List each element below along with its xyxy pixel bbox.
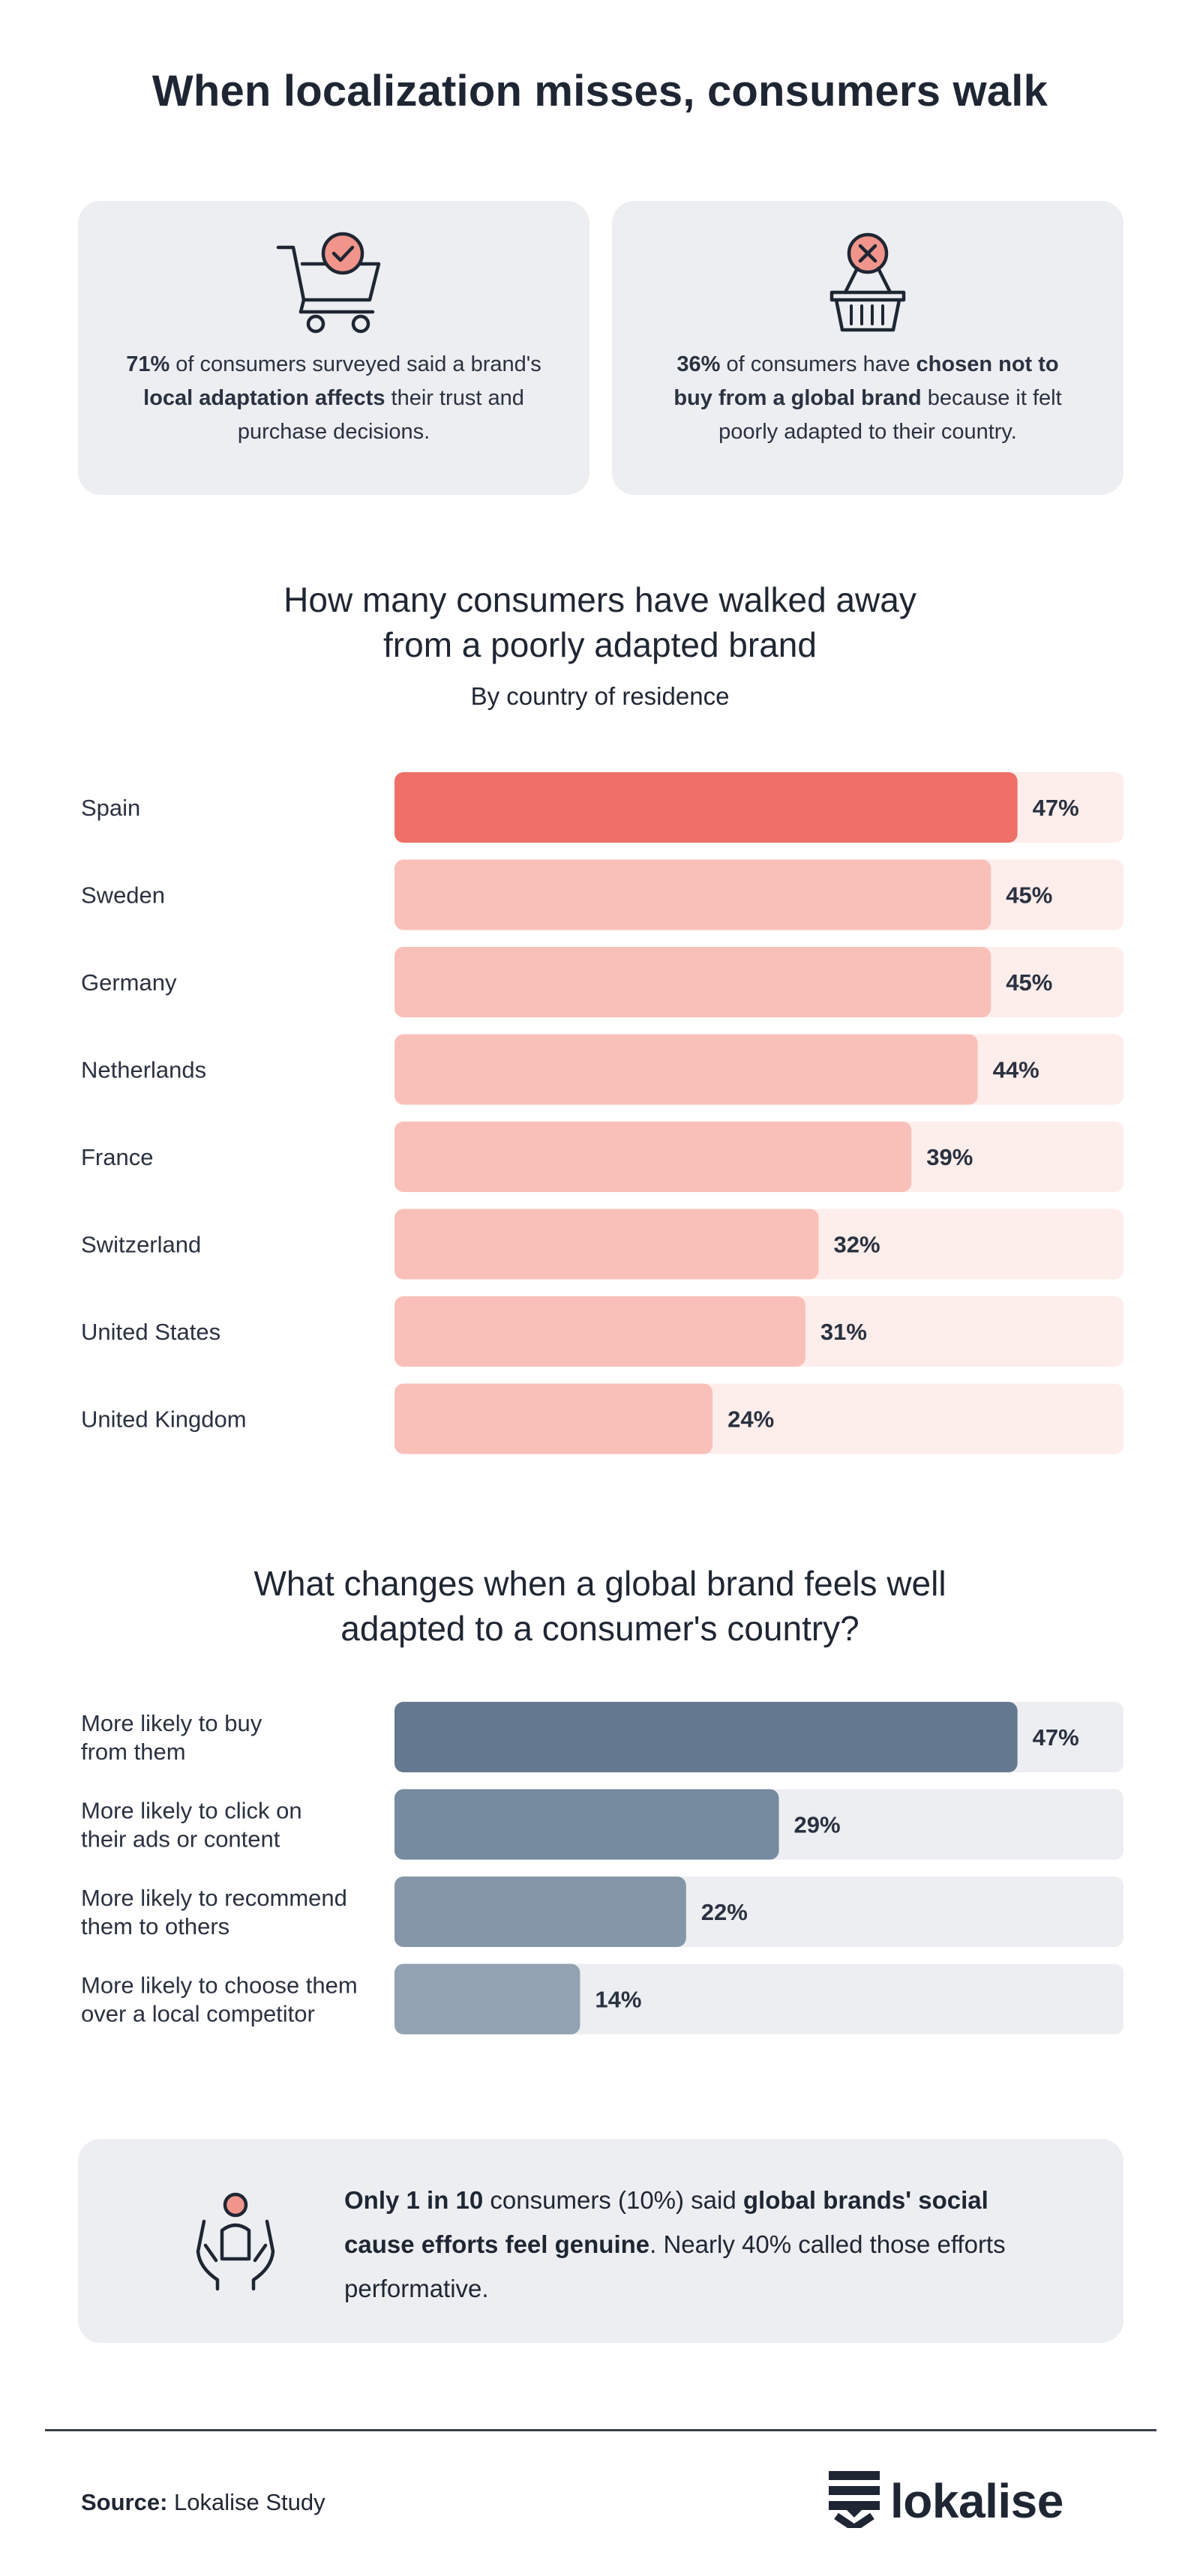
category-label: Germany	[81, 969, 177, 996]
source-label: Source:	[81, 2489, 168, 2515]
chart-2-title: What changes when a global brand feels w…	[0, 1561, 1200, 1651]
bar	[394, 1877, 686, 1947]
bar	[394, 772, 1018, 843]
chart-1-subtitle: By country of residence	[470, 682, 730, 710]
stat-card-1-text: 71% of consumers surveyed said a brand's…	[123, 348, 544, 449]
bar	[394, 1789, 779, 1860]
value-label: 32%	[834, 1232, 880, 1258]
bar	[394, 1034, 978, 1105]
chart-1-title: How many consumers have walked away from…	[0, 577, 1200, 667]
category-label: More likely to buy	[81, 1710, 262, 1736]
bar	[394, 1122, 912, 1192]
category-label: them to others	[81, 1913, 230, 1939]
callout-mid: consumers (10%) said	[483, 2186, 743, 2214]
bar	[394, 947, 992, 1017]
category-label: United Kingdom	[81, 1406, 247, 1433]
category-label: Netherlands	[81, 1057, 206, 1083]
bar	[394, 1702, 1018, 1772]
bar	[394, 1963, 580, 2035]
category-label: from them	[81, 1739, 186, 1765]
value-label: 47%	[1033, 795, 1079, 821]
bar	[394, 1296, 806, 1367]
chart-1-title-line-1: How many consumers have walked away	[284, 580, 916, 619]
chart-2-title-line-1: What changes when a global brand feels w…	[254, 1564, 946, 1603]
category-label: over a local competitor	[81, 2001, 315, 2027]
stat-card-1-bold-1: 71%	[126, 352, 170, 376]
stat-card-2-text: 36% of consumers have chosen not to buy …	[657, 348, 1078, 449]
chart-2-title-line-2: adapted to a consumer's country?	[340, 1609, 860, 1648]
category-label: Spain	[81, 795, 140, 821]
stat-card-1-bold-2: local adaptation affects	[143, 386, 386, 410]
lokalise-logo-icon	[829, 2470, 880, 2533]
country-bar-chart: Spain 47% Sweden 45% Germany 45% Netherlands 44…	[81, 772, 1124, 1454]
social-cause-callout: Only 1 in 10 consumers (10%) said global…	[78, 2139, 1124, 2343]
value-label: 14%	[595, 1987, 641, 2013]
basket-x-icon	[823, 231, 913, 340]
lokalise-logo-text: lokalise	[890, 2474, 1064, 2528]
callout-bold-2: global brands' social cause efforts feel…	[344, 2186, 988, 2258]
value-label: 39%	[926, 1144, 973, 1170]
stat-card-2-bold-2: chosen not to buy from a global brand	[674, 352, 1059, 410]
stat-card-1: 71% of consumers surveyed said a brand's…	[78, 201, 590, 495]
callout-post: . Nearly 40% called those efforts perfor…	[344, 2230, 1006, 2302]
value-label: 31%	[820, 1319, 867, 1345]
stat-card-2: 36% of consumers have chosen not to buy …	[612, 201, 1124, 495]
adaptation-effects-bar-chart: More likely to buy from them 47% More likel…	[81, 1702, 1124, 2035]
category-label: More likely to recommend	[81, 1885, 347, 1911]
value-label: 24%	[728, 1406, 774, 1433]
category-label: Switzerland	[81, 1232, 201, 1258]
category-label: France	[81, 1144, 153, 1170]
person-hands-icon	[183, 2187, 288, 2296]
stat-card-2-mid: of consumers have	[720, 352, 916, 376]
bar	[394, 1209, 819, 1280]
source-note: Source: Lokalise Study	[81, 2489, 326, 2516]
category-label: More likely to choose them	[81, 1972, 358, 1999]
category-label: United States	[81, 1319, 220, 1345]
callout-text: Only 1 in 10 consumers (10%) said global…	[344, 2178, 1034, 2311]
bar	[394, 1383, 713, 1454]
stat-card-1-mid: of consumers surveyed said a brand's	[170, 352, 542, 376]
category-label: More likely to click on	[81, 1798, 302, 1824]
footer-divider	[45, 2429, 1156, 2431]
value-label: 29%	[794, 1812, 841, 1838]
callout-bold-1: Only 1 in 10	[344, 2186, 484, 2214]
bar	[394, 859, 992, 930]
chart-1-title-line-2: from a poorly adapted brand	[383, 625, 817, 664]
stat-card-2-bold-1: 36%	[676, 352, 721, 376]
value-label: 44%	[993, 1057, 1040, 1083]
value-label: 22%	[701, 1899, 748, 1925]
category-label: Sweden	[81, 882, 165, 909]
value-label: 45%	[1006, 882, 1052, 909]
page-title: When localization misses, consumers walk	[152, 67, 1048, 115]
category-label: their ads or content	[81, 1826, 280, 1853]
source-text: Lokalise Study	[167, 2489, 326, 2515]
lokalise-logo[interactable]: lokalise	[829, 2470, 1064, 2533]
shopping-cart-check-icon	[274, 231, 394, 340]
stat-card-1-post: their trust and purchase decisions.	[237, 386, 524, 444]
value-label: 45%	[1006, 969, 1052, 996]
value-label: 47%	[1033, 1724, 1079, 1751]
stat-card-2-post: because it felt poorly adapted to their …	[718, 386, 1062, 444]
